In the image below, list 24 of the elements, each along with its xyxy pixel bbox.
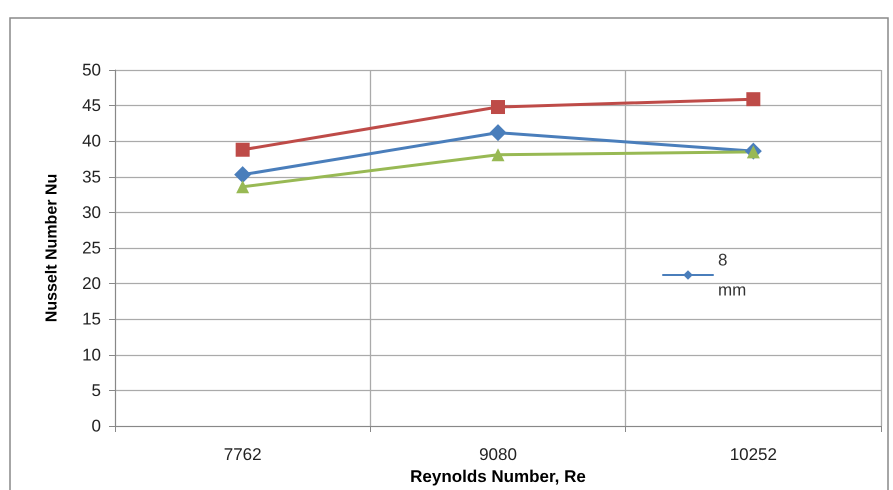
point [236, 142, 250, 157]
y-tick-label: 15 [82, 310, 101, 329]
point [236, 180, 250, 194]
point [491, 100, 505, 114]
y-tick-label: 5 [92, 380, 101, 400]
y-tick-label: 50 [82, 60, 101, 80]
x-tick-label: 10252 [730, 445, 777, 464]
point [234, 166, 252, 184]
x-axis-title: Reynolds Number, Re [410, 466, 586, 486]
y-tick-label: 25 [82, 238, 101, 258]
y-tick-label: 0 [92, 416, 101, 436]
point [490, 124, 506, 142]
y-tick-label: 30 [82, 202, 101, 222]
y-tick-label: 20 [82, 274, 101, 294]
y-axis-title: Nusselt Number Nu [44, 174, 60, 322]
y-tick-label: 35 [82, 167, 101, 186]
y-tick-label: 45 [82, 96, 101, 116]
y-tick-label: 10 [82, 345, 101, 364]
point [746, 92, 760, 106]
y-tick-label: 40 [82, 132, 101, 151]
x-tick-label: 7762 [224, 445, 262, 464]
legend-label: 8 mm [718, 250, 746, 300]
point [492, 148, 504, 162]
x-tick-label: 9080 [479, 445, 517, 464]
